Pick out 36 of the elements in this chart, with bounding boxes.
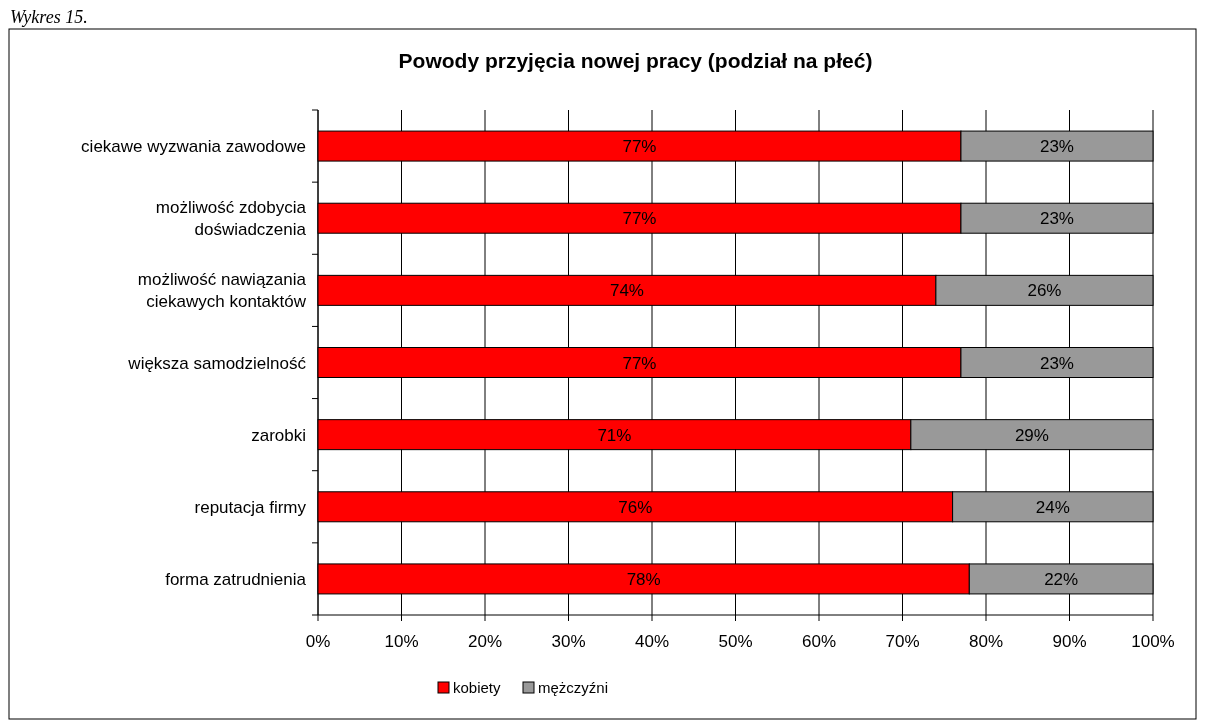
- text: 23%: [1039, 353, 1074, 373]
- text: Wykres 15.: [10, 7, 88, 27]
- x-tick-label: 90%: [1052, 632, 1087, 651]
- legend-label: kobiety: [453, 679, 502, 696]
- x-tick-label: 40%: [634, 632, 670, 651]
- x-tick-label: 70%: [885, 632, 920, 651]
- text: 29%: [1014, 425, 1049, 445]
- x-tick-label: 50%: [718, 632, 753, 651]
- y-tick-label: większa samodzielność: [127, 353, 307, 373]
- text: 74%: [609, 281, 644, 301]
- text: 23%: [1039, 137, 1074, 157]
- x-tick-label: 80%: [968, 632, 1004, 651]
- y-tick-label: zarobki: [251, 425, 306, 445]
- text: 77%: [622, 209, 657, 229]
- legend-label: mężczyźni: [538, 679, 609, 696]
- chart-title: Powody przyjęcia nowej pracy (podział na płeć): [398, 49, 873, 72]
- x-tick-label: 30%: [551, 632, 586, 651]
- text: 77%: [622, 137, 657, 157]
- text: 78%: [626, 569, 661, 589]
- x-tick-label: 10%: [384, 632, 419, 651]
- text: 71%: [597, 425, 632, 445]
- text: 76%: [618, 497, 653, 517]
- y-tick-label: możliwość nawiązania ciekawych kontaktów: [137, 270, 307, 312]
- x-tick-label: 60%: [801, 632, 837, 651]
- text: 24%: [1035, 497, 1070, 517]
- y-tick-label: możliwość zdobycia doświadczenia: [155, 198, 307, 240]
- x-tick-label: 20%: [467, 632, 503, 651]
- text: 22%: [1044, 569, 1079, 589]
- y-tick-label: ciekawe wyzwania zawodowe: [81, 137, 306, 157]
- x-tick-label: 100%: [1131, 632, 1175, 651]
- y-tick-label: reputacja firmy: [194, 497, 307, 517]
- text: 23%: [1039, 209, 1074, 229]
- y-tick-label: forma zatrudnienia: [165, 569, 307, 589]
- text: 77%: [622, 353, 657, 373]
- text: 26%: [1027, 281, 1062, 301]
- x-tick-label: 0%: [305, 632, 331, 651]
